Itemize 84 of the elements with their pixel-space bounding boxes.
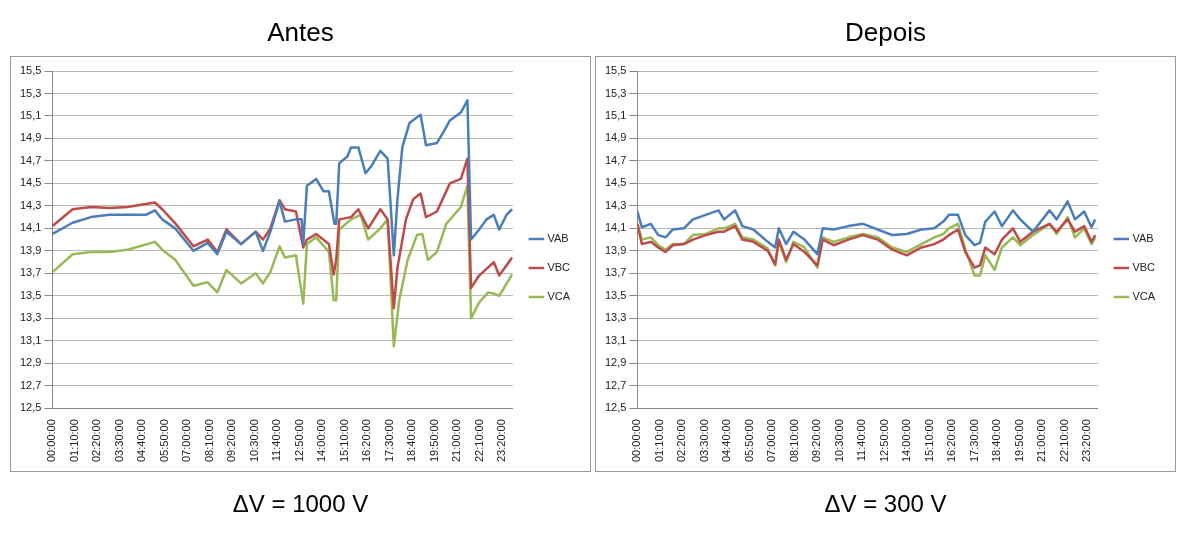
y-tick-label: 14,9 — [19, 131, 42, 144]
x-tick-label: 05:50:00 — [157, 419, 170, 463]
x-tick-label: 15:10:00 — [337, 419, 350, 463]
y-tick-label: 13,9 — [604, 243, 627, 256]
x-tick-label: 18:40:00 — [990, 419, 1003, 463]
y-tick-label: 13,3 — [604, 311, 627, 324]
y-tick-label: 13,1 — [604, 333, 627, 346]
legend-label: VAB — [1132, 232, 1154, 245]
legend-label: VBC — [1132, 261, 1156, 274]
x-tick-label: 02:20:00 — [675, 419, 688, 463]
x-tick-label: 00:00:00 — [45, 419, 58, 463]
y-tick-label: 13,5 — [19, 288, 42, 301]
y-tick-label: 14,3 — [19, 198, 42, 211]
y-tick-label: 12,7 — [604, 378, 627, 391]
chart-title: Antes — [267, 16, 334, 49]
y-tick-label: 14,5 — [19, 176, 42, 189]
y-tick-label: 15,3 — [604, 86, 627, 99]
x-tick-label: 03:30:00 — [697, 419, 710, 463]
x-tick-label: 16:20:00 — [360, 419, 373, 463]
y-tick-label: 12,9 — [604, 356, 627, 369]
x-tick-label: 09:20:00 — [810, 419, 823, 463]
y-tick-label: 13,9 — [19, 243, 42, 256]
y-tick-label: 14,1 — [19, 221, 42, 234]
x-tick-label: 01:10:00 — [67, 419, 80, 463]
x-tick-label: 22:10:00 — [472, 419, 485, 463]
x-tick-label: 11:40:00 — [855, 419, 868, 462]
x-tick-label: 01:10:00 — [652, 419, 665, 463]
legend-label: VAB — [547, 232, 569, 245]
y-tick-label: 14,1 — [604, 221, 627, 234]
y-tick-label: 13,7 — [19, 266, 42, 279]
y-tick-label: 13,3 — [19, 311, 42, 324]
x-tick-label: 07:00:00 — [180, 419, 193, 463]
y-tick-label: 15,3 — [19, 86, 42, 99]
x-tick-label: 22:10:00 — [1057, 419, 1070, 463]
x-tick-label: 23:20:00 — [1080, 419, 1092, 463]
x-tick-label: 04:40:00 — [135, 419, 148, 463]
x-tick-label: 17:30:00 — [382, 419, 395, 463]
x-tick-label: 12:50:00 — [292, 419, 305, 463]
legend-label: VCA — [547, 290, 571, 303]
x-tick-label: 18:40:00 — [405, 419, 418, 463]
x-tick-label: 08:10:00 — [202, 419, 215, 463]
x-tick-label: 04:40:00 — [720, 419, 733, 463]
x-tick-label: 21:00:00 — [1035, 419, 1048, 463]
x-tick-label: 11:40:00 — [270, 419, 283, 462]
x-tick-label: 08:10:00 — [787, 419, 800, 463]
x-tick-label: 23:20:00 — [495, 419, 507, 463]
chart-title: Depois — [845, 16, 926, 49]
y-tick-label: 13,1 — [19, 333, 42, 346]
y-tick-label: 12,9 — [19, 356, 42, 369]
x-tick-label: 00:00:00 — [630, 419, 643, 463]
text: ΔV = 1000 V — [232, 490, 369, 518]
y-tick-label: 13,7 — [604, 266, 627, 279]
y-tick-label: 12,7 — [19, 378, 42, 391]
y-tick-label: 12,5 — [19, 401, 42, 414]
x-tick-label: 05:50:00 — [742, 419, 755, 463]
x-tick-label: 16:20:00 — [945, 419, 958, 463]
x-tick-label: 14:00:00 — [315, 419, 328, 463]
y-tick-label: 14,9 — [604, 131, 627, 144]
x-tick-label: 19:50:00 — [1012, 419, 1025, 463]
x-tick-label: 21:00:00 — [450, 419, 463, 463]
x-tick-label: 15:10:00 — [922, 419, 935, 463]
y-tick-label: 15,5 — [19, 64, 42, 77]
y-tick-label: 15,1 — [604, 108, 627, 121]
y-tick-label: 14,7 — [19, 153, 42, 166]
x-tick-label: 07:00:00 — [765, 419, 778, 463]
y-tick-label: 15,1 — [19, 108, 42, 121]
y-tick-label: 15,5 — [604, 64, 627, 77]
x-tick-label: 17:30:00 — [967, 419, 980, 463]
y-tick-label: 13,5 — [604, 288, 627, 301]
y-tick-label: 14,3 — [604, 198, 627, 211]
x-tick-label: 03:30:00 — [112, 419, 125, 463]
x-tick-label: 12:50:00 — [877, 419, 890, 463]
text: ΔV = 300 V — [824, 490, 947, 518]
x-tick-label: 14:00:00 — [900, 419, 913, 463]
legend-label: VBC — [547, 261, 571, 274]
x-tick-label: 09:20:00 — [225, 419, 238, 463]
y-tick-label: 14,7 — [604, 153, 627, 166]
x-tick-label: 02:20:00 — [90, 419, 103, 463]
y-tick-label: 14,5 — [604, 176, 627, 189]
legend-label: VCA — [1132, 290, 1156, 303]
x-tick-label: 19:50:00 — [427, 419, 440, 463]
y-tick-label: 12,5 — [604, 401, 627, 414]
x-tick-label: 10:30:00 — [832, 419, 845, 463]
x-tick-label: 10:30:00 — [247, 419, 260, 463]
